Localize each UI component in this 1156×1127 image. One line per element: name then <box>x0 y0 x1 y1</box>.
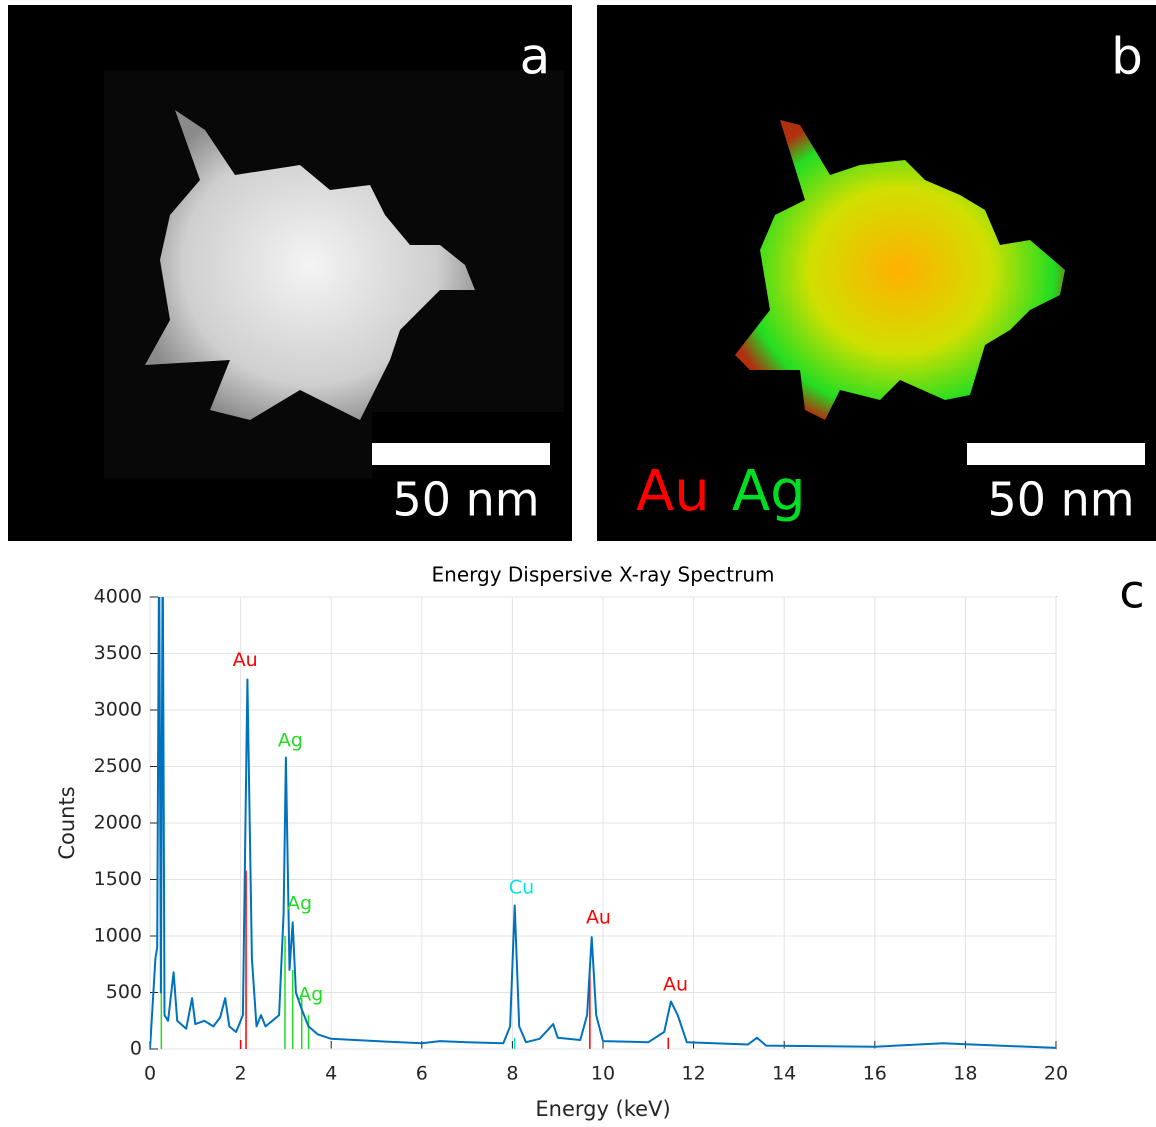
scale-bar <box>967 443 1145 465</box>
y-tick-label: 3500 <box>94 642 142 664</box>
y-tick-label: 500 <box>106 981 142 1003</box>
peak-label: Au <box>663 974 688 996</box>
scale-bar-label: 50 nm <box>987 473 1134 527</box>
peak-label: Ag <box>278 730 303 752</box>
x-tick-label: 12 <box>682 1063 706 1085</box>
x-axis-title: Energy (keV) <box>535 1097 670 1121</box>
legend-entry: Ag <box>732 459 806 524</box>
x-tick-label: 6 <box>416 1063 428 1085</box>
particle <box>145 110 475 420</box>
x-tick-label: 0 <box>144 1063 156 1085</box>
x-tick-label: 14 <box>772 1063 796 1085</box>
peak-label: Ag <box>287 893 312 915</box>
y-tick-label: 3000 <box>94 699 142 721</box>
element-map <box>735 120 1065 420</box>
y-tick-label: 2000 <box>94 812 142 834</box>
peak-label: Au <box>586 906 611 928</box>
legend-entry: Au <box>636 459 710 524</box>
panel-label: b <box>1111 28 1143 86</box>
map-legend: Au Ag <box>636 459 806 524</box>
x-tick-label: 4 <box>325 1063 337 1085</box>
y-tick-label: 4000 <box>94 586 142 608</box>
scale-bar <box>372 443 550 465</box>
y-tick-label: 1000 <box>94 925 142 947</box>
peak-label: Ag <box>298 983 323 1005</box>
peak-label: Au <box>233 649 258 671</box>
peak-label: Cu <box>509 876 534 898</box>
x-tick-label: 8 <box>506 1063 518 1085</box>
scale-bar-box <box>372 412 566 528</box>
x-tick-label: 10 <box>591 1063 615 1085</box>
y-axis-title: Counts <box>55 786 79 859</box>
y-tick-label: 1500 <box>94 868 142 890</box>
chart-title: Energy Dispersive X-ray Spectrum <box>432 563 775 587</box>
scale-bar-label: 50 nm <box>392 473 539 527</box>
x-tick-label: 16 <box>863 1063 887 1085</box>
y-tick-label: 0 <box>130 1038 142 1060</box>
panel-label: a <box>520 28 551 86</box>
panel-label: c <box>1119 565 1144 619</box>
x-tick-label: 2 <box>235 1063 247 1085</box>
y-tick-label: 2500 <box>94 755 142 777</box>
x-tick-label: 20 <box>1044 1063 1068 1085</box>
x-tick-label: 18 <box>953 1063 977 1085</box>
scale-bar-box <box>967 412 1156 528</box>
spectrum-line <box>150 597 1056 1049</box>
